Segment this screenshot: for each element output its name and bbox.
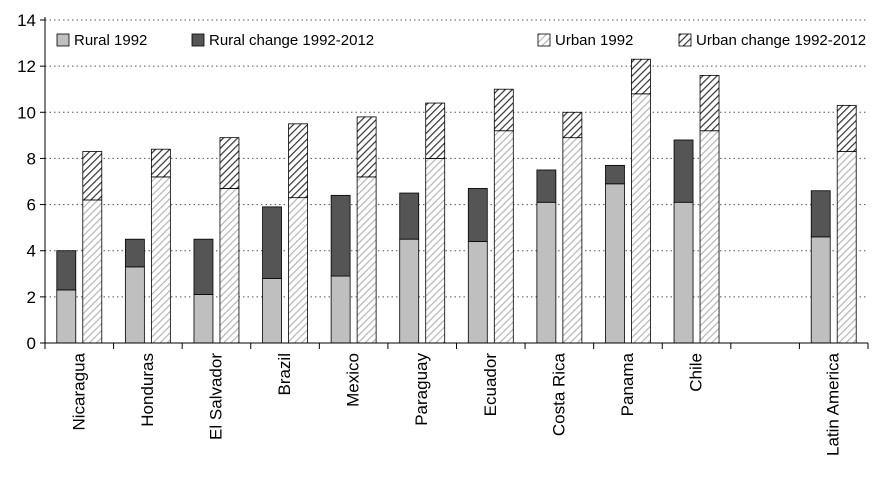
- x-category-label: Brazil: [275, 353, 294, 396]
- bar-rural-1992: [56, 289, 77, 344]
- bar-urban-change-1992-2012: [493, 88, 514, 132]
- bar-urban-1992: [493, 130, 514, 344]
- bar-urban-change-1992-2012: [425, 102, 446, 159]
- bar-urban-1992: [699, 130, 720, 344]
- legend-swatch: [678, 33, 692, 47]
- bar-rural-1992: [673, 201, 694, 344]
- bar-rural-change-1992-2012: [330, 194, 351, 277]
- bar-rural-change-1992-2012: [673, 139, 694, 203]
- x-category-label: Latin America: [824, 352, 843, 456]
- y-tick-label: 6: [27, 196, 36, 215]
- bar-rural-1992: [605, 183, 625, 344]
- bar-rural-1992: [124, 266, 145, 344]
- y-tick-label: 12: [17, 57, 36, 76]
- x-category-label: Nicaragua: [69, 352, 88, 430]
- bar-urban-change-1992-2012: [288, 123, 308, 199]
- bar-urban-1992: [150, 176, 171, 344]
- legend-label: Urban 1992: [555, 32, 633, 49]
- y-tick-label: 10: [17, 103, 36, 122]
- bar-urban-1992: [82, 199, 103, 344]
- x-category-label: Mexico: [344, 353, 363, 407]
- bar-urban-change-1992-2012: [836, 104, 857, 152]
- bar-rural-1992: [399, 238, 420, 344]
- bar-urban-change-1992-2012: [562, 111, 583, 139]
- y-axis-ticks: 0 2 4 6 8 10 12 14: [17, 11, 45, 353]
- y-tick-label: 2: [27, 288, 36, 307]
- bar-urban-1992: [425, 158, 446, 344]
- bar-rural-1992: [810, 236, 831, 344]
- x-category-label: El Salvador: [206, 353, 225, 440]
- bar-urban-change-1992-2012: [150, 148, 171, 178]
- bars: [56, 58, 857, 344]
- x-category-label: Ecuador: [481, 353, 500, 417]
- bar-urban-change-1992-2012: [356, 116, 377, 178]
- bar-rural-change-1992-2012: [399, 192, 420, 240]
- bar-urban-change-1992-2012: [631, 58, 651, 95]
- bar-urban-change-1992-2012: [219, 137, 240, 189]
- legend-swatch: [537, 33, 551, 47]
- legend-swatch: [191, 33, 205, 47]
- x-category-label: Panama: [618, 352, 637, 416]
- y-tick-label: 0: [27, 334, 36, 353]
- bar-rural-1992: [262, 277, 282, 344]
- bar-urban-1992: [219, 188, 240, 344]
- x-category-label: Costa Rica: [549, 352, 568, 436]
- y-tick-label: 4: [27, 242, 36, 261]
- x-axis-ticks: Nicaragua Honduras El Salvador Brazil Mexico…: [44, 343, 869, 456]
- bar-rural-1992: [467, 241, 488, 344]
- bar-urban-1992: [562, 137, 583, 344]
- bar-urban-change-1992-2012: [699, 74, 720, 132]
- bar-rural-change-1992-2012: [605, 164, 625, 185]
- bar-rural-change-1992-2012: [810, 190, 831, 238]
- x-category-label: Chile: [687, 353, 706, 392]
- bar-rural-1992: [330, 275, 351, 344]
- y-tick-label: 14: [17, 11, 36, 30]
- legend-label: Urban change 1992-2012: [696, 32, 866, 49]
- bar-urban-1992: [631, 93, 651, 344]
- bar-rural-1992: [536, 201, 557, 344]
- x-category-label: Paraguay: [412, 353, 431, 426]
- bar-rural-change-1992-2012: [124, 238, 145, 268]
- legend-label: Rural 1992: [74, 32, 147, 49]
- bar-urban-1992: [356, 176, 377, 344]
- bar-rural-change-1992-2012: [262, 206, 282, 279]
- legend: Rural 1992 Rural change 1992-2012 Urban 19…: [56, 32, 866, 49]
- legend-label: Rural change 1992-2012: [209, 32, 374, 49]
- x-category-label: Honduras: [138, 353, 157, 427]
- y-tick-label: 8: [27, 149, 36, 168]
- bar-rural-change-1992-2012: [56, 250, 77, 291]
- bar-urban-change-1992-2012: [82, 151, 103, 201]
- bar-rural-change-1992-2012: [193, 238, 214, 295]
- bar-urban-1992: [836, 151, 857, 344]
- bar-rural-1992: [193, 294, 214, 344]
- bar-rural-change-1992-2012: [536, 169, 557, 203]
- legend-swatch: [56, 33, 70, 47]
- bar-urban-1992: [288, 197, 308, 344]
- bar-rural-change-1992-2012: [467, 188, 488, 242]
